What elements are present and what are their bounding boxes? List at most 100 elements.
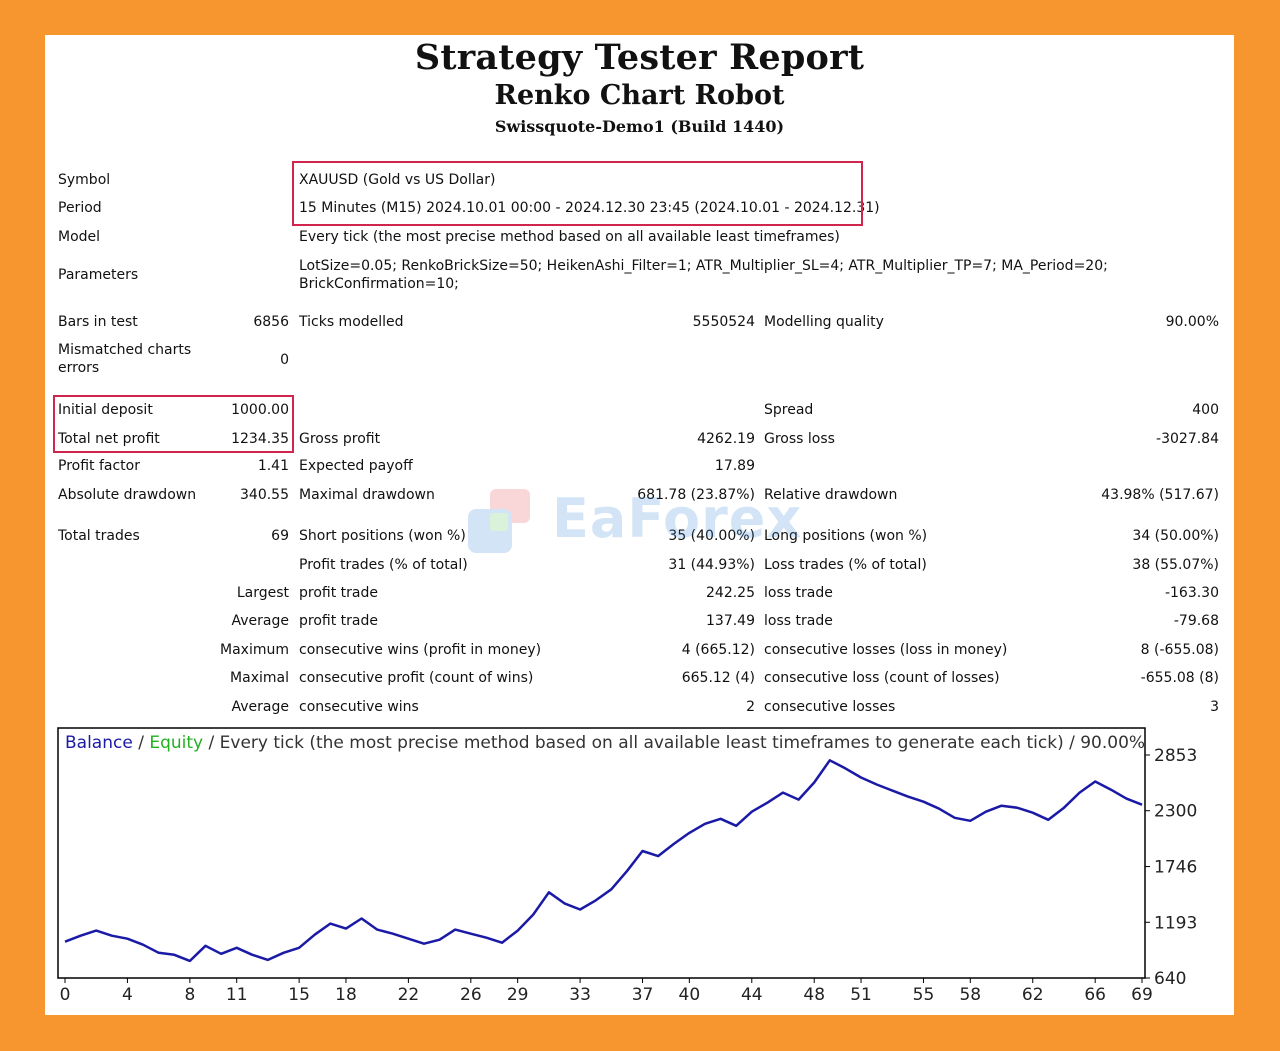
mismatch-value: 0 bbox=[280, 352, 289, 368]
spread-value: 400 bbox=[1192, 402, 1219, 418]
eaforex-logo-icon bbox=[468, 489, 530, 553]
x-axis: 0 4 8 11 15 18 22 26 29 33 37 40 44 48 51 55 58 62 66 69 bbox=[60, 978, 1153, 1005]
x-tick-label: 11 bbox=[226, 985, 248, 1005]
largest-loss-label: loss trade bbox=[764, 585, 833, 601]
max-wins-label: consecutive wins (profit in money) bbox=[299, 642, 542, 658]
symbol-label: Symbol bbox=[58, 172, 111, 188]
pf-value: 1.41 bbox=[257, 458, 289, 474]
balance-chart: Balance / Equity / Every tick (the most … bbox=[57, 727, 1197, 1005]
x-tick-label: 58 bbox=[959, 985, 981, 1005]
maximal-label: Maximal bbox=[230, 670, 289, 686]
ptrades-value: 31 (44.93%) bbox=[668, 557, 755, 573]
period-value: 15 Minutes (M15) 2024.10.01 00:00 - 2024… bbox=[299, 200, 880, 216]
largest-label: Largest bbox=[236, 585, 289, 601]
grossprofit-value: 4262.19 bbox=[697, 431, 755, 447]
y-tick-label: 2853 bbox=[1154, 746, 1197, 766]
y-tick-label: 1746 bbox=[1154, 858, 1197, 878]
x-tick-label: 40 bbox=[679, 985, 701, 1005]
absdd-label: Absolute drawdown bbox=[58, 487, 197, 503]
model-value: Every tick (the most precise method base… bbox=[299, 229, 840, 245]
x-tick-label: 66 bbox=[1084, 985, 1106, 1005]
report-page: Strategy Tester Report Renko Chart Robot… bbox=[45, 35, 1234, 1015]
x-tick-label: 44 bbox=[741, 985, 763, 1005]
average-loss-value: -79.68 bbox=[1173, 613, 1219, 629]
chart-legend: Balance / Equity / Every tick (the most … bbox=[65, 733, 1145, 753]
x-tick-label: 37 bbox=[632, 985, 654, 1005]
y-tick-label: 640 bbox=[1154, 969, 1186, 989]
maxl-profit-value: 665.12 (4) bbox=[681, 670, 755, 686]
ticks-value: 5550524 bbox=[692, 314, 755, 330]
avgc-label: Average bbox=[231, 699, 290, 715]
max-wins-value: 4 (665.12) bbox=[681, 642, 755, 658]
x-tick-label: 69 bbox=[1131, 985, 1153, 1005]
x-tick-label: 18 bbox=[335, 985, 357, 1005]
bars-value: 6856 bbox=[253, 314, 289, 330]
max-losses-label: consecutive losses (loss in money) bbox=[764, 642, 1008, 658]
legend-equity: Equity bbox=[149, 733, 203, 753]
x-tick-label: 33 bbox=[569, 985, 591, 1005]
robot-name: Renko Chart Robot bbox=[494, 80, 785, 111]
reldd-value: 43.98% (517.67) bbox=[1101, 487, 1219, 503]
x-tick-label: 22 bbox=[398, 985, 420, 1005]
average-profit-value: 137.49 bbox=[706, 613, 755, 629]
chart-series bbox=[64, 759, 1143, 963]
absdd-value: 340.55 bbox=[240, 487, 289, 503]
report-title: Strategy Tester Report bbox=[414, 37, 865, 78]
trades-value: 69 bbox=[271, 528, 289, 544]
quality-label: Modelling quality bbox=[764, 314, 884, 330]
netprofit-label: Total net profit bbox=[58, 431, 160, 447]
maxl-profit-label: consecutive profit (count of wins) bbox=[299, 670, 534, 686]
symbol-period-highlight bbox=[292, 161, 863, 226]
long-label: Long positions (won %) bbox=[764, 528, 928, 544]
grossloss-value: -3027.84 bbox=[1156, 431, 1219, 447]
x-tick-label: 26 bbox=[460, 985, 482, 1005]
server-build: Swissquote-Demo1 (Build 1440) bbox=[494, 117, 785, 136]
ltrades-value: 38 (55.07%) bbox=[1132, 557, 1219, 573]
payoff-label: Expected payoff bbox=[299, 458, 413, 474]
bars-label: Bars in test bbox=[58, 314, 138, 330]
avgc-wins-value: 2 bbox=[746, 699, 755, 715]
average-label: Average bbox=[231, 613, 290, 629]
symbol-value: XAUUSD (Gold vs US Dollar) bbox=[299, 172, 496, 188]
average-profit-label: profit trade bbox=[299, 613, 378, 629]
maximum-label: Maximum bbox=[220, 642, 289, 658]
x-tick-label: 48 bbox=[803, 985, 825, 1005]
legend-sep: / bbox=[133, 733, 150, 753]
grossprofit-label: Gross profit bbox=[299, 431, 381, 447]
deposit-value: 1000.00 bbox=[231, 402, 289, 418]
average-loss-label: loss trade bbox=[764, 613, 833, 629]
legend-description: / Every tick (the most precise method ba… bbox=[203, 733, 1145, 753]
ticks-label: Ticks modelled bbox=[299, 314, 404, 330]
trades-label: Total trades bbox=[58, 528, 140, 544]
chart-plot-area bbox=[57, 727, 1146, 979]
x-tick-label: 15 bbox=[288, 985, 310, 1005]
maxdd-label: Maximal drawdown bbox=[299, 487, 435, 503]
x-tick-label: 4 bbox=[122, 985, 133, 1005]
grossloss-label: Gross loss bbox=[764, 431, 835, 447]
x-tick-label: 55 bbox=[913, 985, 935, 1005]
maxl-loss-label: consecutive loss (count of losses) bbox=[764, 670, 1000, 686]
period-label: Period bbox=[58, 200, 102, 216]
y-tick-label: 2300 bbox=[1154, 802, 1197, 822]
max-losses-value: 8 (-655.08) bbox=[1140, 642, 1219, 658]
pf-label: Profit factor bbox=[58, 458, 140, 474]
legend-balance: Balance bbox=[65, 733, 133, 753]
x-tick-label: 29 bbox=[507, 985, 529, 1005]
payoff-value: 17.89 bbox=[714, 458, 755, 474]
netprofit-value: 1234.35 bbox=[231, 431, 289, 447]
long-value: 34 (50.00%) bbox=[1132, 528, 1219, 544]
y-axis: 2853 2300 1746 1193 640 bbox=[1145, 746, 1197, 989]
parameters-value: LotSize=0.05; RenkoBrickSize=50; HeikenA… bbox=[299, 258, 1108, 292]
maxdd-value: 681.78 (23.87%) bbox=[637, 487, 755, 503]
short-value: 35 (40.00%) bbox=[668, 528, 755, 544]
x-tick-label: 8 bbox=[184, 985, 195, 1005]
deposit-profit-highlight bbox=[53, 395, 294, 453]
model-label: Model bbox=[58, 229, 101, 245]
largest-profit-label: profit trade bbox=[299, 585, 378, 601]
largest-profit-value: 242.25 bbox=[706, 585, 755, 601]
ltrades-label: Loss trades (% of total) bbox=[764, 557, 927, 573]
avgc-losses-value: 3 bbox=[1210, 699, 1219, 715]
balance-line bbox=[64, 759, 1143, 963]
quality-value: 90.00% bbox=[1165, 314, 1219, 330]
reldd-label: Relative drawdown bbox=[764, 487, 898, 503]
